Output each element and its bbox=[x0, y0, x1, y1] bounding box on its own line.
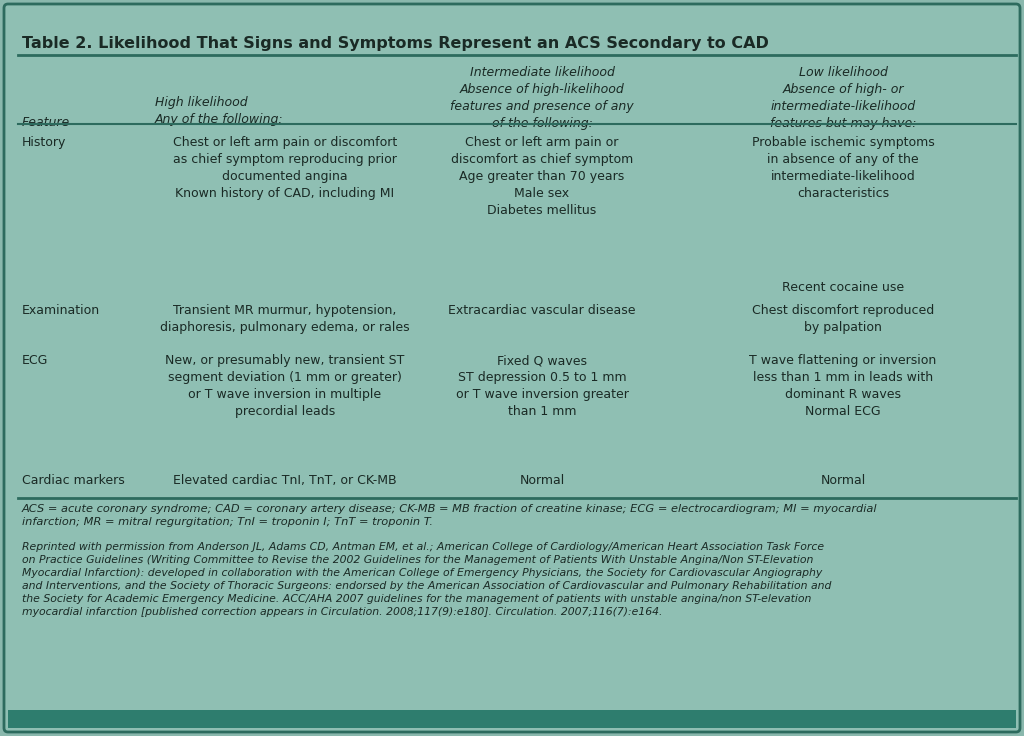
Text: Extracardiac vascular disease: Extracardiac vascular disease bbox=[449, 304, 636, 317]
Text: Chest discomfort reproduced
by palpation: Chest discomfort reproduced by palpation bbox=[752, 304, 934, 334]
Text: Feature: Feature bbox=[22, 116, 71, 129]
Text: ACS = acute coronary syndrome; CAD = coronary artery disease; CK-MB = MB fractio: ACS = acute coronary syndrome; CAD = cor… bbox=[22, 504, 878, 527]
Text: History: History bbox=[22, 136, 67, 149]
Text: Cardiac markers: Cardiac markers bbox=[22, 474, 125, 487]
Text: Recent cocaine use: Recent cocaine use bbox=[782, 281, 904, 294]
Text: New, or presumably new, transient ST
segment deviation (1 mm or greater)
or T wa: New, or presumably new, transient ST seg… bbox=[165, 354, 404, 418]
Text: Examination: Examination bbox=[22, 304, 100, 317]
Text: Fixed Q waves
ST depression 0.5 to 1 mm
or T wave inversion greater
than 1 mm: Fixed Q waves ST depression 0.5 to 1 mm … bbox=[456, 354, 629, 418]
Text: ECG: ECG bbox=[22, 354, 48, 367]
Text: Chest or left arm pain or
discomfort as chief symptom
Age greater than 70 years
: Chest or left arm pain or discomfort as … bbox=[451, 136, 633, 217]
Text: T wave flattening or inversion
less than 1 mm in leads with
dominant R waves
Nor: T wave flattening or inversion less than… bbox=[750, 354, 937, 418]
FancyBboxPatch shape bbox=[4, 4, 1020, 732]
Text: Chest or left arm pain or discomfort
as chief symptom reproducing prior
document: Chest or left arm pain or discomfort as … bbox=[173, 136, 397, 200]
Text: Reprinted with permission from Anderson JL, Adams CD, Antman EM, et al.; America: Reprinted with permission from Anderson … bbox=[22, 542, 831, 618]
Text: Probable ischemic symptoms
in absence of any of the
intermediate-likelihood
char: Probable ischemic symptoms in absence of… bbox=[752, 136, 934, 200]
Text: Table 2. Likelihood That Signs and Symptoms Represent an ACS Secondary to CAD: Table 2. Likelihood That Signs and Sympt… bbox=[22, 36, 769, 51]
Text: Elevated cardiac TnI, TnT, or CK-MB: Elevated cardiac TnI, TnT, or CK-MB bbox=[173, 474, 397, 487]
Text: Normal: Normal bbox=[820, 474, 865, 487]
Text: Intermediate likelihood
Absence of high-likelihood
features and presence of any
: Intermediate likelihood Absence of high-… bbox=[451, 66, 634, 130]
Bar bbox=[8, 710, 1016, 728]
Text: High likelihood
Any of the following:: High likelihood Any of the following: bbox=[155, 96, 284, 126]
Text: Normal: Normal bbox=[519, 474, 564, 487]
Text: Transient MR murmur, hypotension,
diaphoresis, pulmonary edema, or rales: Transient MR murmur, hypotension, diapho… bbox=[160, 304, 410, 334]
Text: Low likelihood
Absence of high- or
intermediate-likelihood
features but may have: Low likelihood Absence of high- or inter… bbox=[770, 66, 916, 130]
